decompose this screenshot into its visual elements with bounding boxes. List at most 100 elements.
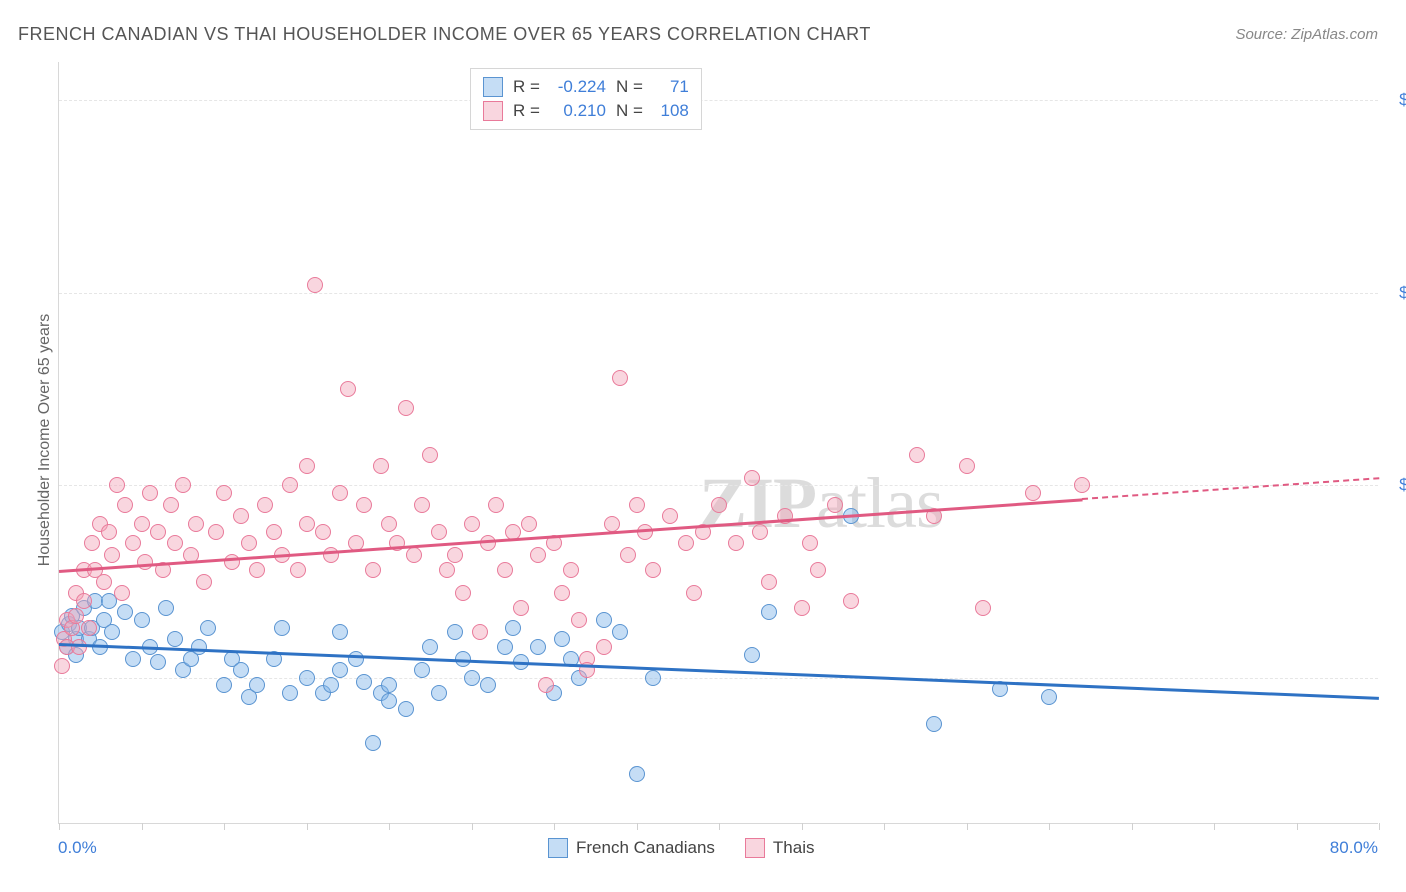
legend-item-label: French Canadians xyxy=(576,838,715,858)
scatter-point xyxy=(464,516,480,532)
scatter-point xyxy=(332,485,348,501)
series2-swatch xyxy=(483,101,503,121)
legend-row-series1: R = -0.224 N = 71 xyxy=(483,75,689,99)
scatter-point xyxy=(191,639,207,655)
scatter-point xyxy=(398,701,414,717)
x-tick xyxy=(472,823,473,830)
x-tick xyxy=(637,823,638,830)
scatter-point xyxy=(530,639,546,655)
series1-r-value: -0.224 xyxy=(550,75,606,99)
legend-item-series1: French Canadians xyxy=(548,838,715,858)
legend-item-label: Thais xyxy=(773,838,815,858)
scatter-point xyxy=(464,670,480,686)
x-tick xyxy=(1214,823,1215,830)
scatter-point xyxy=(381,677,397,693)
scatter-point xyxy=(216,677,232,693)
scatter-point xyxy=(142,485,158,501)
x-tick xyxy=(1049,823,1050,830)
scatter-point xyxy=(431,685,447,701)
scatter-point xyxy=(414,662,430,678)
scatter-point xyxy=(455,585,471,601)
scatter-point xyxy=(68,608,84,624)
scatter-point xyxy=(761,604,777,620)
scatter-point xyxy=(101,524,117,540)
x-tick xyxy=(802,823,803,830)
scatter-point xyxy=(662,508,678,524)
scatter-point xyxy=(188,516,204,532)
x-tick xyxy=(224,823,225,830)
scatter-point xyxy=(373,458,389,474)
gridline xyxy=(59,485,1378,486)
scatter-point xyxy=(233,662,249,678)
scatter-point xyxy=(282,685,298,701)
scatter-point xyxy=(843,593,859,609)
scatter-point xyxy=(117,604,133,620)
scatter-point xyxy=(596,612,612,628)
scatter-point xyxy=(604,516,620,532)
scatter-point xyxy=(299,670,315,686)
y-tick-label: $100,000 xyxy=(1399,475,1406,495)
scatter-point xyxy=(802,535,818,551)
scatter-point xyxy=(332,624,348,640)
x-tick xyxy=(307,823,308,830)
legend-row-series2: R = 0.210 N = 108 xyxy=(483,99,689,123)
scatter-point xyxy=(340,381,356,397)
x-tick xyxy=(1132,823,1133,830)
scatter-point xyxy=(216,485,232,501)
scatter-point xyxy=(299,458,315,474)
scatter-point xyxy=(150,524,166,540)
scatter-point xyxy=(356,497,372,513)
scatter-point xyxy=(447,624,463,640)
x-tick xyxy=(884,823,885,830)
scatter-point xyxy=(728,535,744,551)
x-tick xyxy=(389,823,390,830)
scatter-point xyxy=(257,497,273,513)
scatter-point xyxy=(686,585,702,601)
scatter-point xyxy=(348,651,364,667)
series1-n-value: 71 xyxy=(653,75,689,99)
scatter-point xyxy=(480,677,496,693)
scatter-plot-area: ZIPatlas $50,000$100,000$150,000$200,000 xyxy=(58,62,1378,824)
scatter-point xyxy=(488,497,504,513)
y-tick-label: $150,000 xyxy=(1399,283,1406,303)
r-label: R = xyxy=(513,75,540,99)
scatter-point xyxy=(137,554,153,570)
scatter-point xyxy=(678,535,694,551)
scatter-point xyxy=(810,562,826,578)
scatter-point xyxy=(571,612,587,628)
scatter-point xyxy=(497,562,513,578)
x-tick xyxy=(554,823,555,830)
x-tick xyxy=(1379,823,1380,830)
scatter-point xyxy=(744,647,760,663)
legend-item-series2: Thais xyxy=(745,838,815,858)
scatter-point xyxy=(439,562,455,578)
scatter-point xyxy=(975,600,991,616)
scatter-point xyxy=(381,693,397,709)
scatter-point xyxy=(196,574,212,590)
scatter-point xyxy=(1041,689,1057,705)
scatter-point xyxy=(645,670,661,686)
scatter-point xyxy=(163,497,179,513)
scatter-point xyxy=(125,535,141,551)
source-attribution: Source: ZipAtlas.com xyxy=(1235,26,1378,43)
scatter-point xyxy=(447,547,463,563)
scatter-point xyxy=(554,631,570,647)
scatter-point xyxy=(150,654,166,670)
chart-title: FRENCH CANADIAN VS THAI HOUSEHOLDER INCO… xyxy=(18,24,871,45)
scatter-point xyxy=(81,620,97,636)
y-tick-label: $200,000 xyxy=(1399,90,1406,110)
scatter-point xyxy=(175,477,191,493)
n-label: N = xyxy=(616,75,643,99)
scatter-point xyxy=(249,562,265,578)
scatter-point xyxy=(307,277,323,293)
x-tick xyxy=(142,823,143,830)
scatter-point xyxy=(266,524,282,540)
series2-swatch-icon xyxy=(745,838,765,858)
x-tick xyxy=(59,823,60,830)
scatter-point xyxy=(208,524,224,540)
x-tick xyxy=(719,823,720,830)
scatter-point xyxy=(422,447,438,463)
scatter-point xyxy=(1025,485,1041,501)
series-legend: French Canadians Thais xyxy=(548,838,815,858)
correlation-legend: R = -0.224 N = 71 R = 0.210 N = 108 xyxy=(470,68,702,130)
